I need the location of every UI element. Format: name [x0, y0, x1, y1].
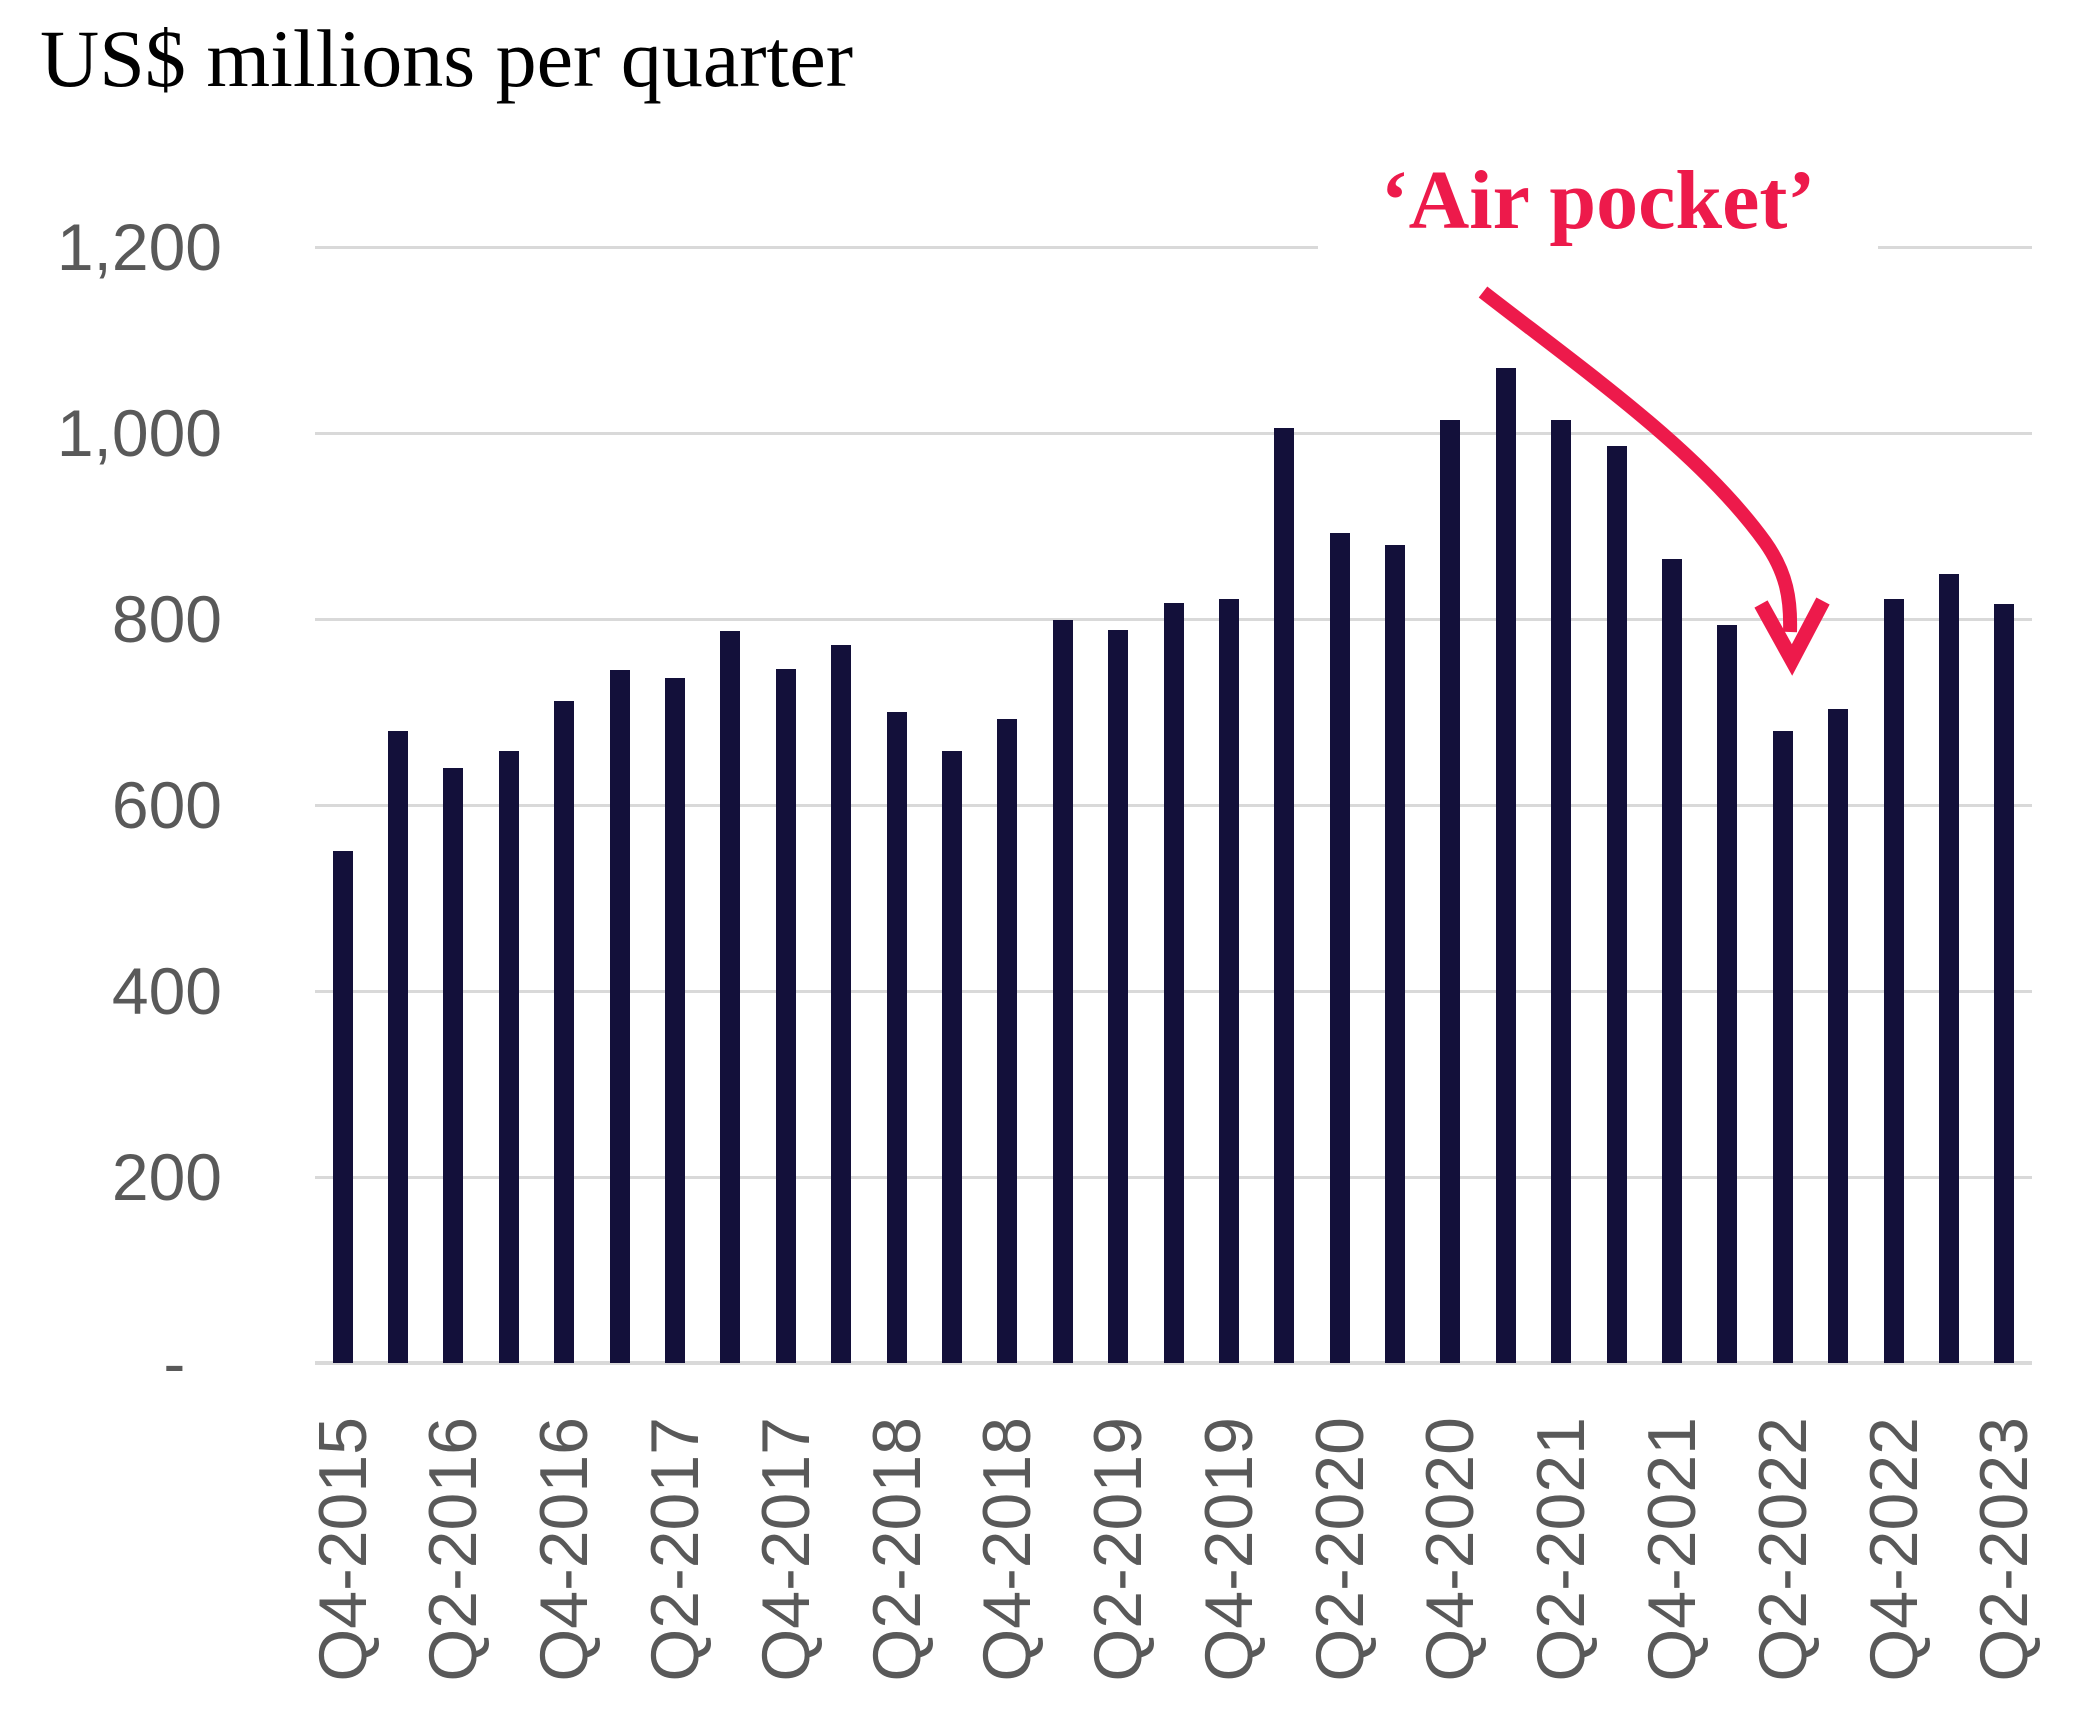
bar-Q2-2020	[1329, 533, 1350, 1363]
bar-Q3-2017	[720, 631, 741, 1363]
bar-Q2-2023	[1994, 604, 2015, 1363]
x-tick-label: Q2-2019	[1080, 1417, 1157, 1682]
bar-Q2-2016	[443, 767, 464, 1363]
x-tick-label: Q4-2015	[304, 1417, 381, 1682]
x-tick-label: Q4-2019	[1190, 1417, 1267, 1682]
y-tick-label: 200	[111, 1140, 222, 1214]
x-axis-line	[315, 1361, 2032, 1365]
x-tick-label: Q4-2020	[1412, 1417, 1489, 1682]
x-tick-label: Q2-2016	[415, 1417, 492, 1682]
y-tick-label: 800	[111, 582, 222, 656]
bar-Q1-2022	[1717, 624, 1738, 1363]
gridline-1,000	[315, 431, 2032, 435]
bar-Q2-2019	[1108, 630, 1129, 1363]
x-tick-label: Q2-2022	[1744, 1417, 1821, 1682]
gridline-1,200	[315, 245, 2032, 249]
y-tick-label: 400	[111, 954, 222, 1028]
bar-Q3-2016	[498, 751, 519, 1363]
chart-title: US$ millions per quarter	[40, 13, 854, 104]
bar-Q4-2015	[332, 850, 353, 1363]
bar-Q3-2021	[1606, 446, 1627, 1363]
bar-Q1-2023	[1938, 574, 1959, 1363]
bar-Q1-2021	[1495, 367, 1516, 1363]
x-tick-label: Q4-2022	[1855, 1417, 1932, 1682]
bar-Q4-2016	[554, 700, 575, 1363]
x-tick-label: Q2-2021	[1523, 1417, 1600, 1682]
bar-Q4-2018	[997, 718, 1018, 1363]
bar-Q4-2017	[775, 669, 796, 1363]
bar-Q2-2022	[1772, 730, 1793, 1363]
bar-Q4-2020	[1440, 419, 1461, 1363]
annotation-text: ‘Air pocket’	[1318, 150, 1878, 256]
bar-Q3-2020	[1385, 544, 1406, 1363]
x-tick-label: Q2-2017	[637, 1417, 714, 1682]
bar-Q1-2020	[1274, 428, 1295, 1363]
x-tick-label: Q2-2018	[858, 1417, 935, 1682]
bar-Q3-2022	[1828, 709, 1849, 1363]
bar-Q1-2016	[388, 730, 409, 1363]
x-tick-label: Q2-2023	[1966, 1417, 2043, 1682]
x-tick-label: Q4-2017	[747, 1417, 824, 1682]
bar-Q4-2022	[1883, 598, 1904, 1363]
bar-Q3-2019	[1163, 603, 1184, 1363]
y-tick-label: -	[163, 1326, 222, 1400]
x-tick-label: Q2-2020	[1301, 1417, 1378, 1682]
bar-Q1-2017	[609, 670, 630, 1363]
y-tick-label: 600	[111, 768, 222, 842]
bar-Q3-2018	[941, 751, 962, 1363]
x-tick-label: Q4-2018	[969, 1417, 1046, 1682]
x-tick-label: Q4-2021	[1633, 1417, 1710, 1682]
bar-Q1-2019	[1052, 619, 1073, 1363]
bar-Q2-2017	[665, 677, 686, 1363]
y-tick-label: 1,000	[56, 396, 222, 470]
x-tick-label: Q4-2016	[526, 1417, 603, 1682]
bar-Q4-2019	[1218, 598, 1239, 1363]
bar-Q1-2018	[831, 645, 852, 1363]
y-tick-label: 1,200	[56, 210, 222, 284]
bar-Q2-2021	[1551, 419, 1572, 1363]
bar-Q4-2021	[1661, 558, 1682, 1363]
bar-Q2-2018	[886, 712, 907, 1363]
